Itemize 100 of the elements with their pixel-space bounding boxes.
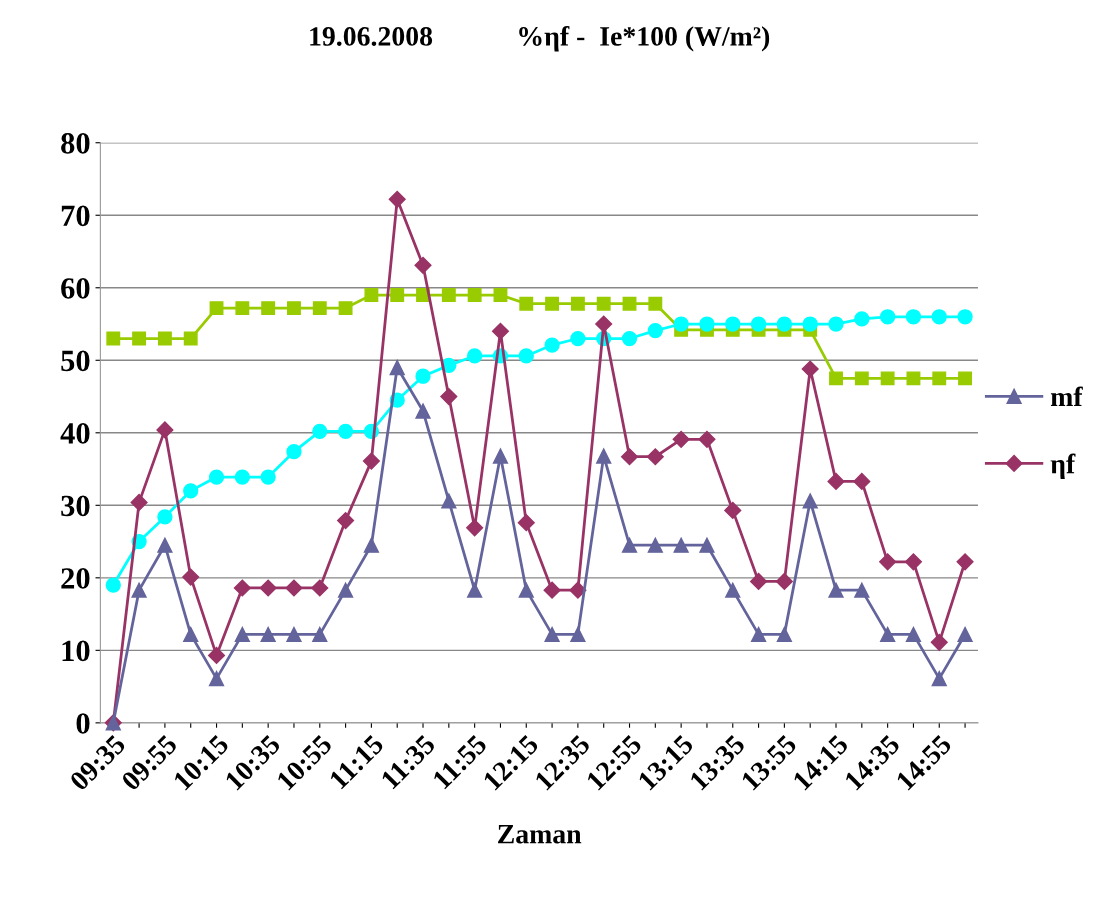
- point: [414, 256, 432, 274]
- point: [208, 670, 225, 687]
- point: [518, 348, 534, 364]
- point: [801, 360, 819, 378]
- point: [415, 403, 431, 419]
- point: [157, 331, 172, 346]
- point: [157, 509, 173, 525]
- point: [699, 537, 715, 553]
- point: [750, 626, 767, 643]
- point: [440, 387, 458, 406]
- point: [183, 626, 199, 643]
- point: [775, 572, 793, 591]
- point: [234, 469, 250, 485]
- point: [207, 646, 226, 664]
- y-tick-label: 80: [61, 133, 90, 154]
- point: [699, 316, 715, 332]
- point: [467, 288, 482, 302]
- point: [673, 537, 689, 553]
- point: [209, 301, 224, 316]
- point: [905, 626, 922, 643]
- point: [828, 316, 844, 332]
- point: [957, 309, 973, 325]
- point: [286, 444, 302, 460]
- point: [958, 371, 973, 386]
- y-tick-label: 40: [60, 423, 90, 444]
- point: [156, 421, 174, 439]
- point: [415, 368, 431, 384]
- point: [802, 493, 818, 509]
- point: [957, 626, 973, 643]
- point: [519, 296, 534, 311]
- point: [260, 469, 276, 485]
- point: [312, 301, 327, 316]
- point: [105, 577, 121, 593]
- chart-title: 19.06.2008 %ηf - Ie*100 (W/m²): [310, 25, 770, 52]
- point: [647, 322, 663, 339]
- point: [518, 582, 534, 598]
- point: [545, 296, 560, 311]
- point: [620, 448, 639, 466]
- point: [956, 553, 974, 571]
- y-tick-label: 30: [61, 495, 90, 517]
- point: [286, 626, 302, 643]
- y-tick-label: 50: [61, 350, 90, 372]
- point: [673, 316, 689, 332]
- point: [931, 309, 947, 325]
- point: [725, 316, 741, 332]
- point: [648, 296, 663, 311]
- point: [491, 322, 510, 340]
- y-tick-label: 60: [61, 278, 90, 299]
- point: [467, 348, 483, 364]
- point: [492, 448, 509, 464]
- y-tick-label: 70: [61, 205, 90, 227]
- point: [853, 472, 871, 490]
- point: [802, 316, 818, 332]
- point: [233, 579, 251, 597]
- point: [932, 371, 947, 386]
- point: [467, 582, 483, 598]
- point: [337, 423, 354, 439]
- point: [544, 337, 560, 353]
- point: [776, 626, 793, 643]
- point: [698, 430, 716, 448]
- point: [312, 626, 328, 643]
- point: [259, 579, 277, 597]
- point: [441, 493, 457, 509]
- point: [157, 537, 173, 553]
- point: [829, 371, 843, 386]
- point: [363, 537, 380, 553]
- point: [750, 316, 767, 332]
- point: [647, 537, 663, 553]
- point: [543, 581, 561, 599]
- point: [570, 626, 586, 643]
- point: [311, 579, 329, 597]
- point: [854, 371, 869, 386]
- point: [493, 288, 508, 302]
- point: [596, 448, 612, 464]
- point: [364, 288, 379, 302]
- point: [672, 430, 690, 448]
- point: [441, 288, 456, 302]
- point: [776, 316, 793, 332]
- point: [106, 331, 121, 346]
- point: [879, 626, 896, 643]
- y-tick-label: 20: [61, 568, 90, 589]
- point: [854, 582, 870, 598]
- point: [570, 296, 585, 311]
- legend-label: ηf: [1050, 453, 1076, 480]
- point: [208, 469, 225, 485]
- point: [337, 511, 355, 530]
- point: [183, 331, 198, 346]
- point: [338, 301, 353, 316]
- point: [621, 537, 638, 553]
- point: [621, 330, 638, 347]
- point: [312, 423, 328, 439]
- point: [931, 670, 947, 687]
- point: [930, 633, 948, 651]
- point: [595, 315, 613, 333]
- point: [183, 483, 199, 499]
- point: [466, 519, 484, 537]
- point: [132, 331, 147, 346]
- point: [131, 582, 147, 598]
- point: [337, 582, 354, 598]
- point: [904, 553, 922, 571]
